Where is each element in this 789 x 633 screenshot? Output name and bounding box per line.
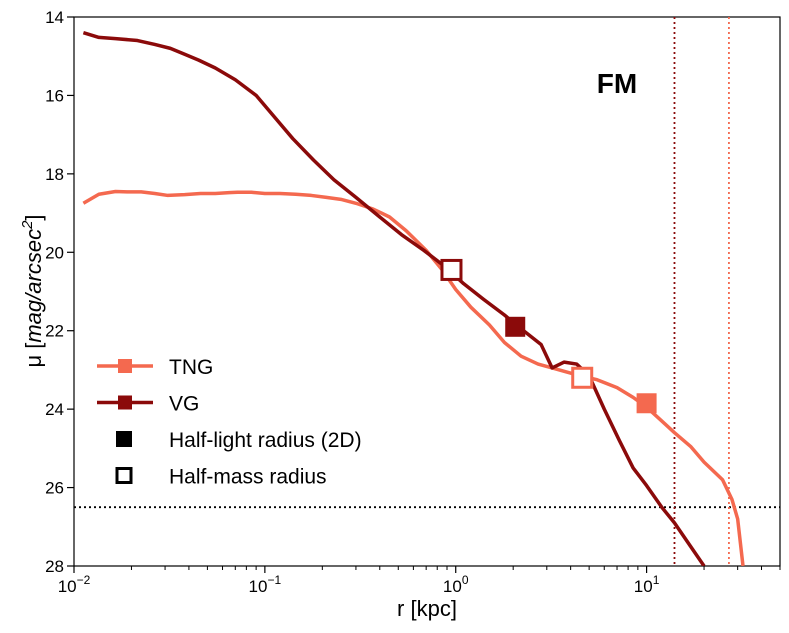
legend-open-square	[115, 467, 133, 484]
x-tick-exponent: −2	[77, 573, 91, 587]
y-axis-title-exponent: 2	[19, 220, 36, 230]
legend: TNG VG Half-light radius (2D) Half-mass rad…	[97, 356, 362, 489]
x-tick-base: 10	[249, 577, 268, 596]
legend-filled-square	[116, 431, 132, 447]
x-tick-base: 10	[58, 577, 77, 596]
legend-label: TNG	[169, 356, 213, 379]
series-line-tng	[82, 189, 745, 566]
x-tick-label: 101	[634, 573, 660, 596]
series-layer	[82, 31, 745, 566]
legend-label: Half-mass radius	[169, 466, 327, 489]
y-axis-title-suffix: ]	[21, 214, 46, 220]
series-line-vg	[82, 31, 706, 566]
y-tick-label: 28	[45, 557, 64, 576]
x-tick-exponent: −1	[267, 573, 281, 587]
half-mass-marker-tng	[571, 366, 594, 389]
x-axis-title: r [kpc]	[397, 596, 457, 621]
y-tick-label: 20	[45, 243, 64, 262]
y-tick-label: 16	[45, 86, 64, 105]
x-tick-base: 10	[443, 577, 462, 596]
half-light-marker-vg	[505, 316, 526, 337]
y-tick-label: 22	[45, 322, 64, 341]
x-tick-label: 10−2	[58, 573, 91, 596]
panel-label: FM	[597, 68, 637, 99]
y-tick-label: 24	[45, 400, 64, 419]
half-mass-marker-vg	[440, 258, 463, 281]
x-axis-ticks: 10−2 10−1 100 101	[58, 566, 781, 596]
half-light-marker-tng	[636, 393, 657, 414]
legend-marker-tng	[118, 359, 132, 373]
y-axis-title-prefix: μ [	[21, 343, 46, 368]
legend-label: Half-light radius (2D)	[169, 429, 362, 452]
y-tick-label: 18	[45, 165, 64, 184]
plot-area	[73, 16, 781, 567]
x-tick-label: 100	[443, 573, 469, 596]
legend-label: VG	[169, 393, 199, 416]
x-tick-exponent: 1	[653, 573, 660, 587]
reference-lines	[74, 17, 780, 566]
x-tick-exponent: 0	[462, 573, 469, 587]
y-axis-title: μ [mag/arcsec2]	[19, 214, 46, 367]
y-tick-label: 26	[45, 479, 64, 498]
y-axis-ticks: 14 16 18 20 22 24 26 28	[45, 8, 74, 576]
radius-markers	[440, 258, 657, 414]
y-tick-label: 14	[45, 8, 64, 27]
x-tick-label: 10−1	[249, 573, 282, 596]
x-tick-base: 10	[634, 577, 653, 596]
y-axis-title-units: mag/arcsec	[21, 229, 46, 343]
legend-marker-vg	[118, 395, 132, 410]
